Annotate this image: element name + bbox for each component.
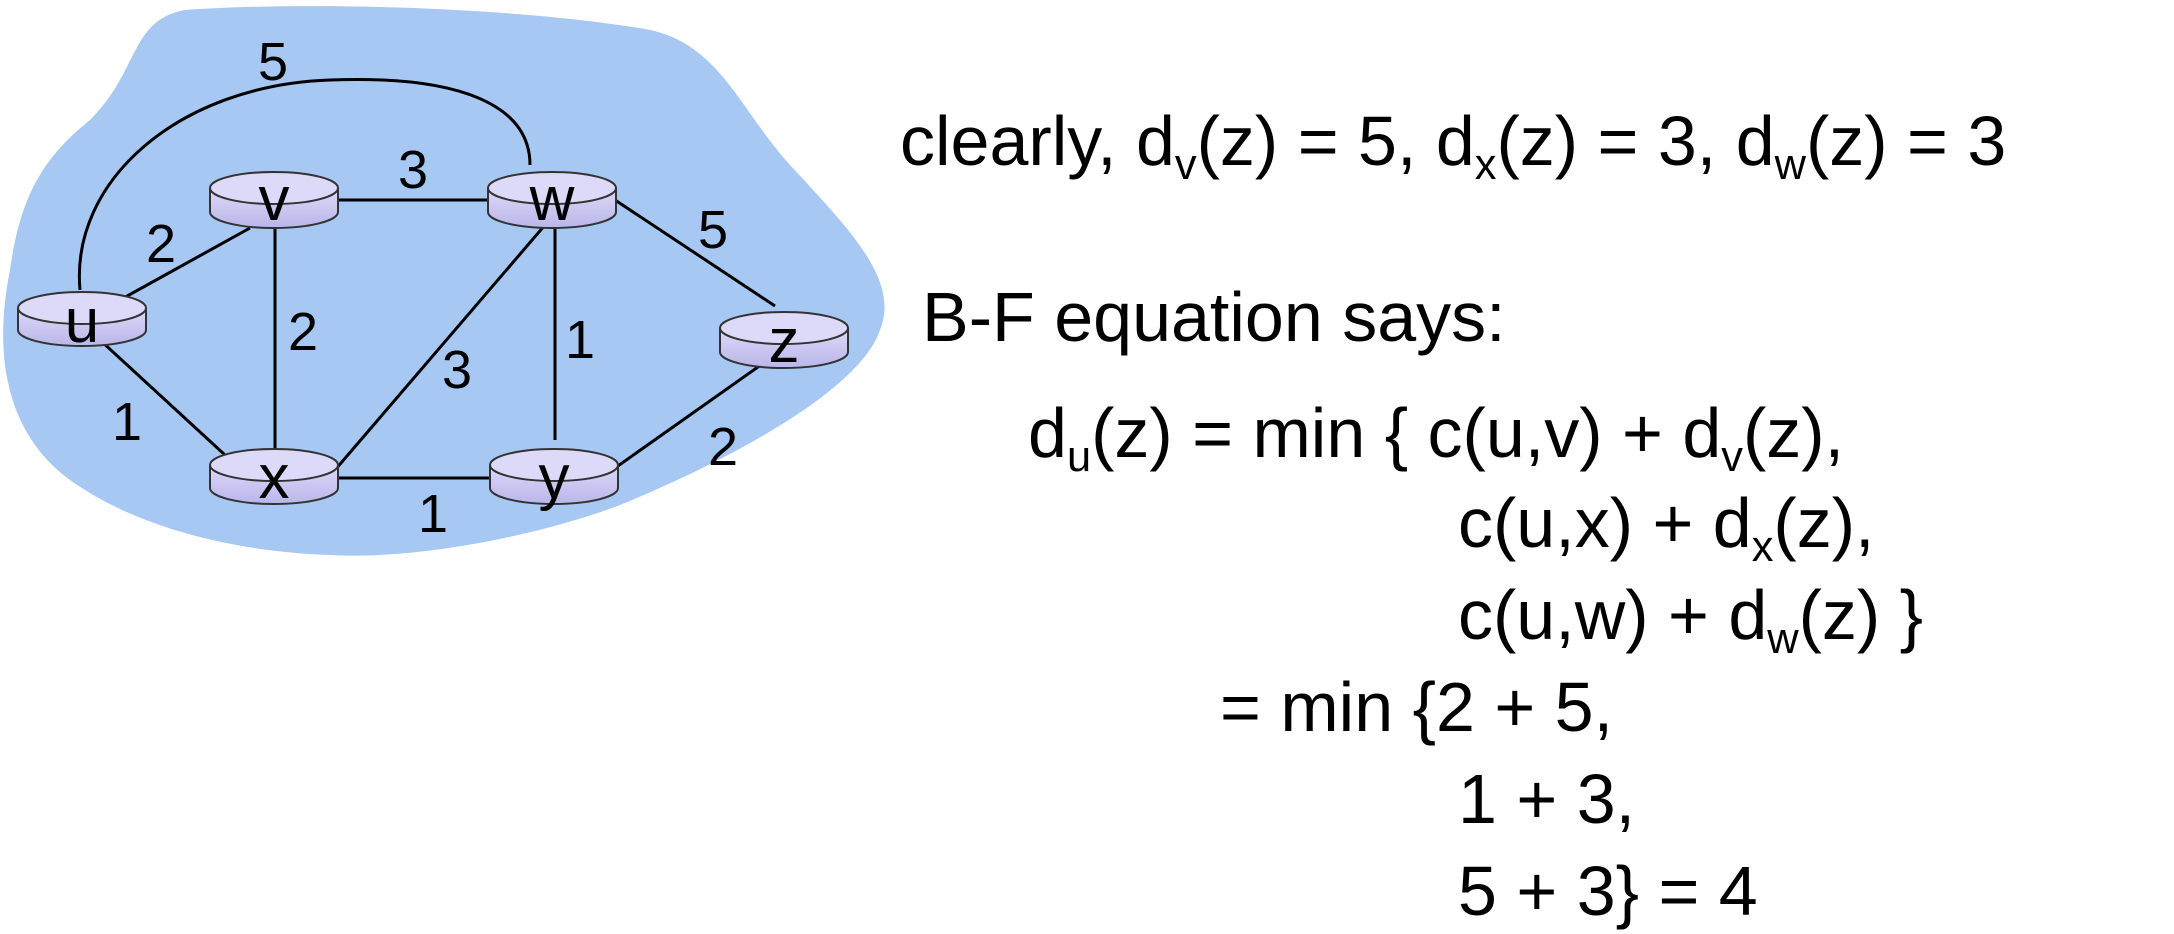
network-cloud bbox=[3, 6, 885, 556]
router-icon bbox=[489, 448, 619, 482]
cost-u-v: 2 bbox=[146, 214, 176, 274]
link-x-w bbox=[333, 224, 547, 471]
network-graph: 5 2 1 3 2 3 1 5 1 2 u v w z x y bbox=[3, 6, 885, 556]
cost-x-y: 1 bbox=[418, 484, 448, 544]
router-v: v bbox=[209, 165, 339, 234]
cost-u-w: 5 bbox=[258, 32, 288, 92]
equation-line-1: du(z) = min { c(u,v) + dv(z), bbox=[1028, 394, 1845, 481]
router-icon bbox=[487, 171, 617, 205]
node-label-x: x bbox=[259, 443, 290, 512]
link-u-x bbox=[98, 338, 227, 457]
bf-heading: B-F equation says: bbox=[922, 278, 1506, 356]
equation-line-5: 1 + 3, bbox=[1458, 760, 1636, 838]
node-label-v: v bbox=[259, 165, 290, 234]
router-icon bbox=[719, 311, 849, 345]
clearly-statement: clearly, dv(z) = 5, dx(z) = 3, dw(z) = 3 bbox=[900, 102, 2007, 189]
cost-w-y: 1 bbox=[565, 310, 595, 370]
link-y-z bbox=[614, 360, 766, 470]
equation-line-3: c(u,w) + dw(z) } bbox=[1458, 576, 1924, 663]
router-icon bbox=[209, 448, 339, 482]
link-u-v bbox=[119, 226, 251, 302]
equation-line-2: c(u,x) + dx(z), bbox=[1458, 484, 1875, 571]
links bbox=[77, 77, 776, 480]
equation-line-6: 5 + 3} = 4 bbox=[1458, 852, 1758, 930]
cost-w-z: 5 bbox=[698, 200, 728, 260]
node-label-u: u bbox=[65, 287, 99, 356]
cost-x-w: 3 bbox=[442, 340, 472, 400]
equation-line-4: = min {2 + 5, bbox=[1220, 668, 1614, 746]
node-label-w: w bbox=[529, 165, 575, 234]
cost-y-z: 2 bbox=[708, 417, 738, 477]
router-icon bbox=[17, 291, 147, 325]
link-w-z bbox=[611, 196, 776, 308]
link-u-w bbox=[77, 77, 532, 291]
cost-v-x: 2 bbox=[288, 302, 318, 362]
router-x: x bbox=[209, 443, 339, 512]
link-costs: 5 2 1 3 2 3 1 5 1 2 bbox=[112, 32, 738, 544]
router-w: w bbox=[487, 165, 617, 234]
router-u: u bbox=[17, 287, 147, 356]
router-icon bbox=[209, 171, 339, 205]
cost-v-w: 3 bbox=[398, 140, 428, 200]
node-label-y: y bbox=[539, 443, 570, 512]
node-label-z: z bbox=[769, 307, 800, 376]
router-y: y bbox=[489, 443, 619, 512]
router-z: z bbox=[719, 307, 849, 376]
cost-u-x: 1 bbox=[112, 392, 142, 452]
